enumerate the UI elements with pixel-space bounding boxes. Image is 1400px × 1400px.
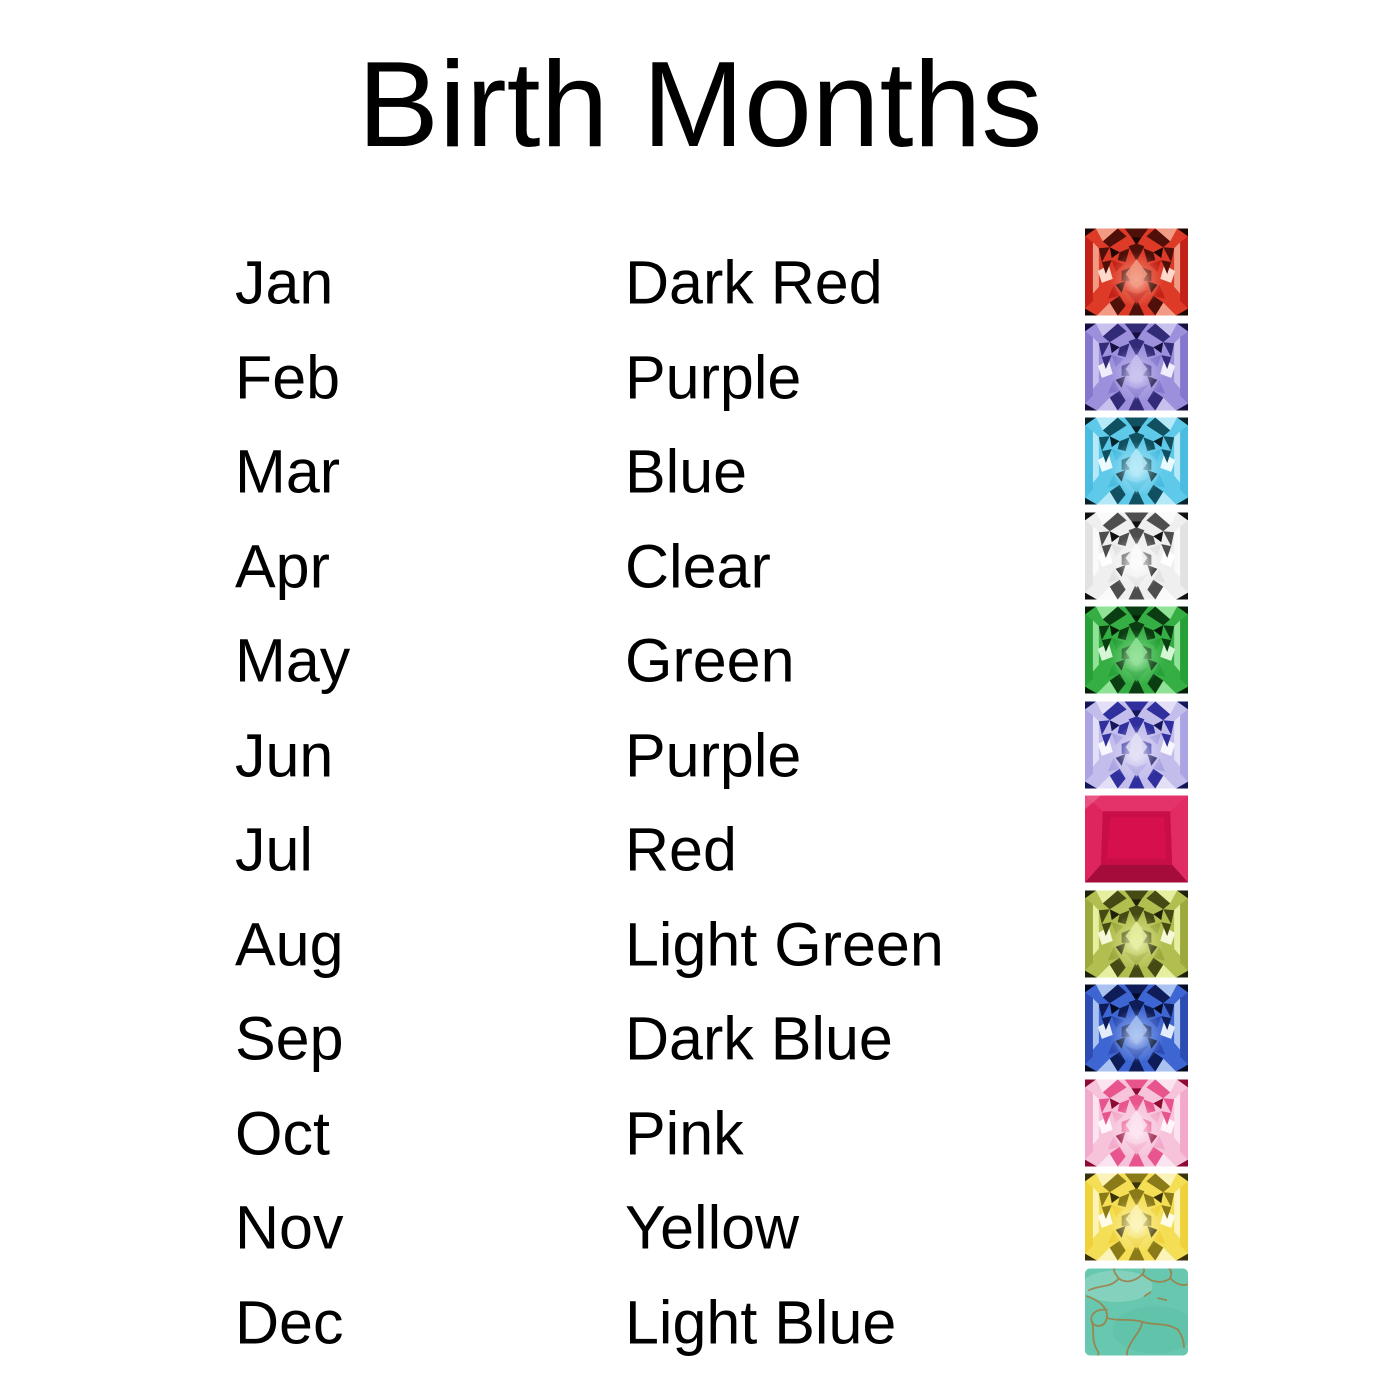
month-label: Jul — [235, 815, 313, 884]
birthstone-table: Jan Dark Red Feb Purple Mar Blue Apr Cle… — [0, 228, 1400, 1362]
color-name-label: Clear — [625, 532, 771, 601]
month-label: Apr — [235, 532, 330, 601]
table-row: Jan Dark Red — [0, 228, 1400, 323]
month-label: Feb — [235, 343, 341, 412]
table-row: Nov Yellow — [0, 1173, 1400, 1268]
gemstone-icon — [1085, 890, 1188, 978]
color-name-label: Purple — [625, 721, 802, 790]
month-label: Dec — [235, 1288, 344, 1357]
table-row: May Green — [0, 606, 1400, 701]
month-label: May — [235, 626, 351, 695]
color-name-label: Purple — [625, 343, 802, 412]
table-row: Feb Purple — [0, 323, 1400, 418]
table-row: Jun Purple — [0, 701, 1400, 796]
table-row: Mar Blue — [0, 417, 1400, 512]
month-label: Oct — [235, 1099, 330, 1168]
table-row: Aug Light Green — [0, 890, 1400, 985]
gemstone-icon — [1085, 1173, 1188, 1261]
month-label: Sep — [235, 1004, 344, 1073]
gemstone-icon — [1085, 984, 1188, 1072]
color-name-label: Green — [625, 626, 795, 695]
month-label: Jun — [235, 721, 334, 790]
color-name-label: Dark Red — [625, 248, 883, 317]
table-row: Dec Light Blue — [0, 1268, 1400, 1363]
gemstone-icon — [1085, 228, 1188, 316]
gemstone-icon — [1085, 795, 1188, 883]
color-name-label: Pink — [625, 1099, 744, 1168]
color-name-label: Blue — [625, 437, 748, 506]
gemstone-icon — [1085, 1079, 1188, 1167]
gemstone-icon — [1085, 417, 1188, 505]
color-name-label: Dark Blue — [625, 1004, 893, 1073]
gemstone-icon — [1085, 1268, 1188, 1356]
month-label: Jan — [235, 248, 334, 317]
table-row: Apr Clear — [0, 512, 1400, 607]
page-title: Birth Months — [357, 36, 1043, 172]
gemstone-icon — [1085, 323, 1188, 411]
table-row: Oct Pink — [0, 1079, 1400, 1174]
gemstone-icon — [1085, 606, 1188, 694]
month-label: Mar — [235, 437, 341, 506]
month-label: Nov — [235, 1193, 344, 1262]
month-label: Aug — [235, 910, 344, 979]
gemstone-icon — [1085, 512, 1188, 600]
color-name-label: Light Blue — [625, 1288, 897, 1357]
gemstone-icon — [1085, 701, 1188, 789]
color-name-label: Light Green — [625, 910, 944, 979]
table-row: Sep Dark Blue — [0, 984, 1400, 1079]
color-name-label: Red — [625, 815, 737, 884]
table-row: Jul Red — [0, 795, 1400, 890]
color-name-label: Yellow — [625, 1193, 800, 1262]
